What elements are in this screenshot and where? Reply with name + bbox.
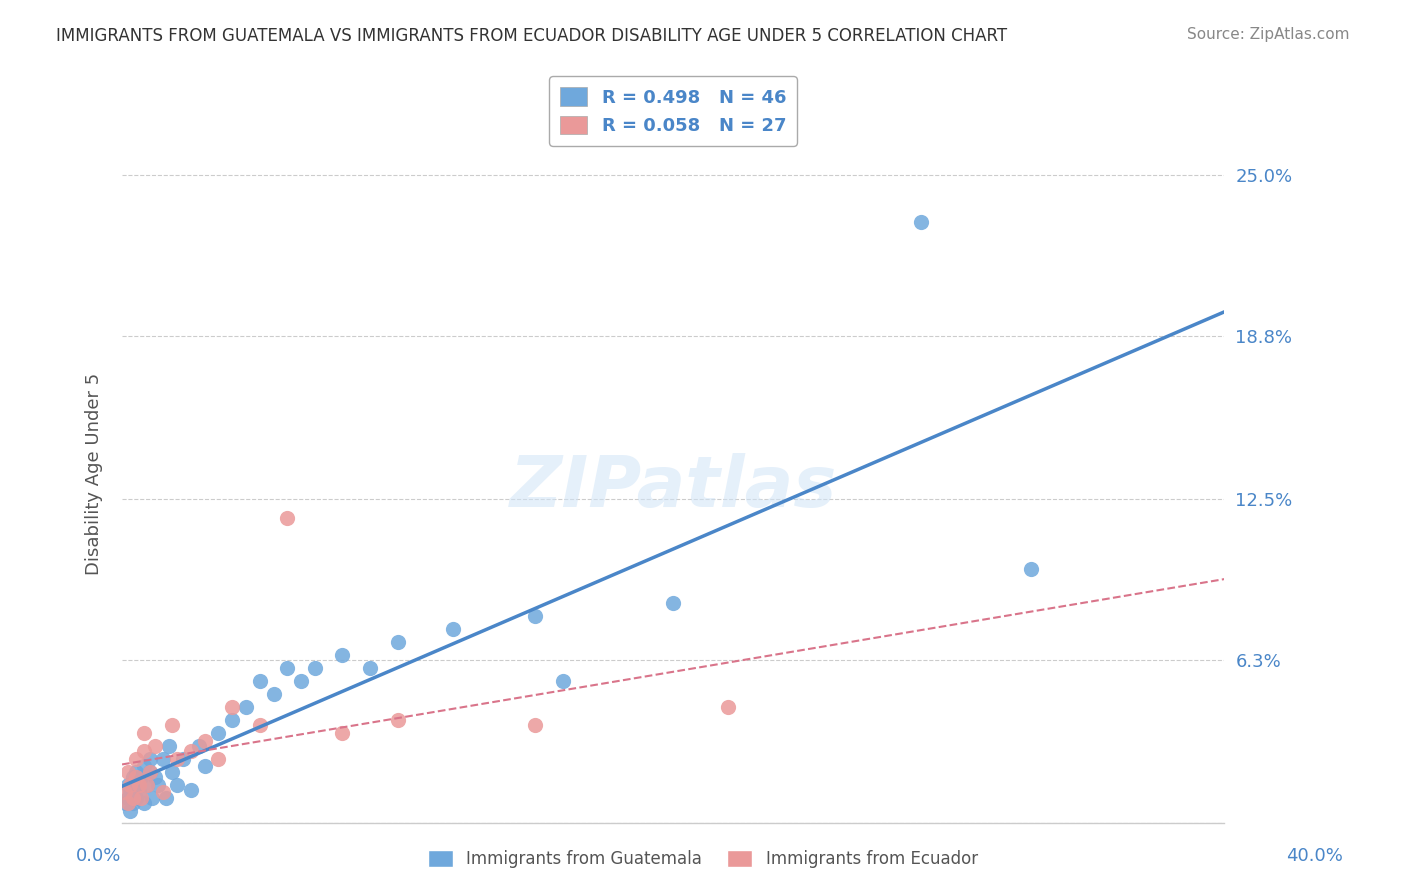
Point bbox=[717, 699, 740, 714]
Point bbox=[122, 790, 145, 805]
Point bbox=[441, 622, 464, 636]
Text: 0.0%: 0.0% bbox=[76, 847, 121, 865]
Point bbox=[180, 782, 202, 797]
Point bbox=[125, 770, 148, 784]
Point bbox=[194, 733, 217, 747]
Point bbox=[120, 804, 142, 818]
Point bbox=[138, 764, 160, 779]
Point bbox=[117, 778, 139, 792]
Point bbox=[120, 785, 142, 799]
Point bbox=[551, 673, 574, 688]
Point bbox=[157, 739, 180, 753]
Point bbox=[155, 790, 177, 805]
Point bbox=[132, 759, 155, 773]
Point bbox=[138, 764, 160, 779]
Point bbox=[207, 725, 229, 739]
Point bbox=[359, 661, 381, 675]
Point bbox=[172, 752, 194, 766]
Point bbox=[143, 770, 166, 784]
Point bbox=[125, 778, 148, 792]
Y-axis label: Disability Age Under 5: Disability Age Under 5 bbox=[86, 372, 103, 574]
Point bbox=[125, 752, 148, 766]
Point bbox=[114, 785, 136, 799]
Point bbox=[166, 778, 188, 792]
Legend: Immigrants from Guatemala, Immigrants from Ecuador: Immigrants from Guatemala, Immigrants fr… bbox=[422, 843, 984, 875]
Point bbox=[166, 752, 188, 766]
Point bbox=[131, 770, 153, 784]
Point bbox=[128, 778, 150, 792]
Point bbox=[221, 713, 243, 727]
Point bbox=[152, 752, 174, 766]
Point bbox=[1021, 562, 1043, 576]
Text: IMMIGRANTS FROM GUATEMALA VS IMMIGRANTS FROM ECUADOR DISABILITY AGE UNDER 5 CORR: IMMIGRANTS FROM GUATEMALA VS IMMIGRANTS … bbox=[56, 27, 1007, 45]
Point bbox=[135, 778, 157, 792]
Point bbox=[160, 764, 183, 779]
Point bbox=[304, 661, 326, 675]
Point bbox=[125, 764, 148, 779]
Point bbox=[276, 510, 298, 524]
Point bbox=[332, 725, 354, 739]
Point bbox=[160, 718, 183, 732]
Point bbox=[524, 609, 547, 624]
Point bbox=[138, 752, 160, 766]
Point bbox=[131, 790, 153, 805]
Point bbox=[188, 739, 211, 753]
Point bbox=[180, 744, 202, 758]
Point bbox=[235, 699, 257, 714]
Point bbox=[114, 796, 136, 810]
Point bbox=[387, 713, 409, 727]
Point bbox=[221, 699, 243, 714]
Point bbox=[207, 752, 229, 766]
Text: ZIPatlas: ZIPatlas bbox=[509, 453, 837, 522]
Point bbox=[122, 770, 145, 784]
Point bbox=[524, 718, 547, 732]
Point bbox=[249, 718, 271, 732]
Text: 40.0%: 40.0% bbox=[1286, 847, 1343, 865]
Point bbox=[387, 635, 409, 649]
Point bbox=[662, 596, 685, 610]
Point bbox=[141, 790, 163, 805]
Point bbox=[120, 778, 142, 792]
Point bbox=[117, 796, 139, 810]
Point bbox=[117, 790, 139, 805]
Point bbox=[125, 790, 148, 805]
Point bbox=[132, 796, 155, 810]
Text: Source: ZipAtlas.com: Source: ZipAtlas.com bbox=[1187, 27, 1350, 42]
Point bbox=[276, 661, 298, 675]
Legend: R = 0.498   N = 46, R = 0.058   N = 27: R = 0.498 N = 46, R = 0.058 N = 27 bbox=[550, 77, 797, 145]
Point bbox=[290, 673, 312, 688]
Point bbox=[135, 778, 157, 792]
Point bbox=[128, 785, 150, 799]
Point bbox=[117, 764, 139, 779]
Point bbox=[263, 687, 285, 701]
Point bbox=[146, 778, 169, 792]
Point bbox=[910, 215, 932, 229]
Point bbox=[132, 725, 155, 739]
Point bbox=[132, 744, 155, 758]
Point bbox=[152, 785, 174, 799]
Point bbox=[194, 759, 217, 773]
Point bbox=[332, 648, 354, 662]
Point bbox=[143, 739, 166, 753]
Point bbox=[122, 796, 145, 810]
Point bbox=[249, 673, 271, 688]
